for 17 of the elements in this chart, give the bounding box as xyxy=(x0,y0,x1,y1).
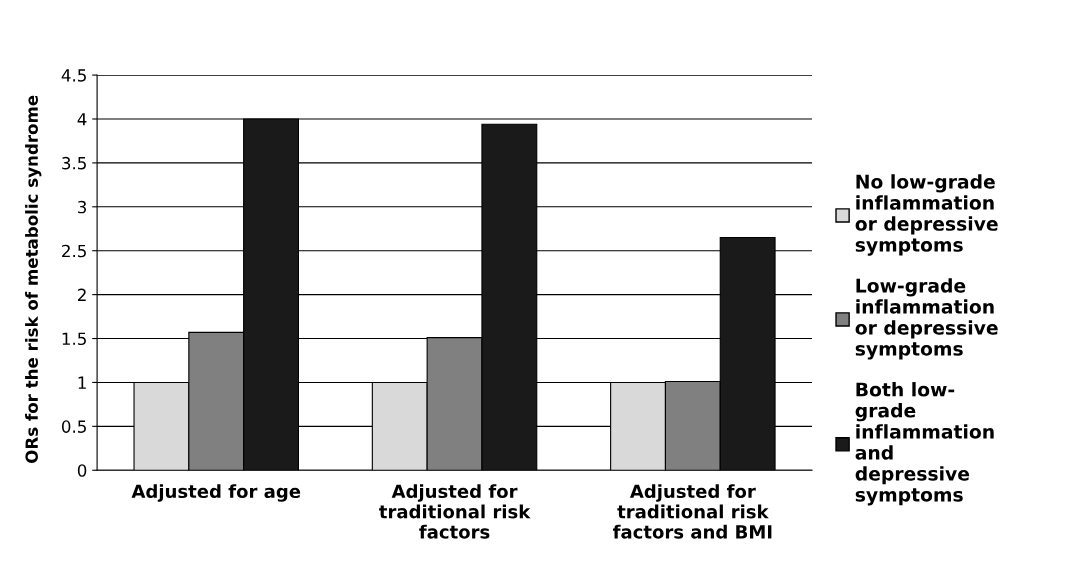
y-axis-title: ORs for the risk of metabolic syndrome xyxy=(25,95,42,463)
y-tick-label: 0.5 xyxy=(61,420,86,433)
x-tick-label: Adjusted for traditional risk factors and BMI xyxy=(612,484,772,539)
legend-label: Both low- grade inflammation and depressive symptoms xyxy=(855,382,994,506)
y-tick-label: 3.5 xyxy=(62,156,86,170)
y-tick-label: 2 xyxy=(77,288,86,301)
x-tick-label: Adjusted for age xyxy=(131,484,301,502)
y-tick-label: 4.5 xyxy=(61,69,86,82)
y-tick-label: 3 xyxy=(78,200,87,214)
y-tick-label: 0 xyxy=(77,464,87,477)
x-tick-label: Adjusted for traditional risk factors xyxy=(379,484,531,539)
y-tick-label: 1.5 xyxy=(62,332,86,346)
legend-label: Low-grade inflammation or depressive symptoms xyxy=(855,278,998,360)
y-tick-label: 2.5 xyxy=(62,244,86,258)
y-tick-label: 4 xyxy=(77,113,87,126)
legend-label: No low-grade inflammation or depressive symptoms xyxy=(855,174,998,256)
y-tick-label: 1 xyxy=(78,376,86,389)
